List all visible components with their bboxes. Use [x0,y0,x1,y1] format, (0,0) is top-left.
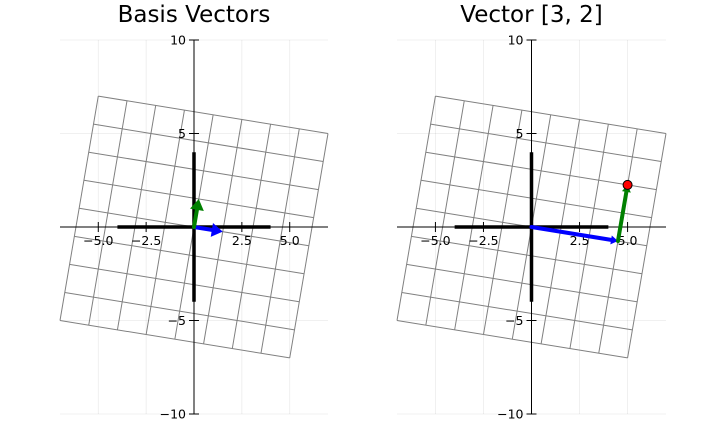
x-tick-label: 2.5 [232,233,252,248]
x-tick-label: −2.5 [131,233,161,248]
vector-shaft-2 [615,189,629,244]
y-tick-label: 10 [170,33,186,48]
transformed-gridline-vertical [289,133,329,358]
y-tick-label: 5 [178,126,186,141]
x-tick-label: 5.0 [280,233,300,248]
chart-title: Basis Vectors [118,2,271,28]
y-tick-label: −5 [505,313,523,328]
transformed-gridline-vertical [627,133,667,358]
vector-arrowhead-1 [210,222,223,237]
y-tick-label: −10 [160,407,186,422]
vector-shaft-2 [192,207,199,229]
transformed-gridline-vertical [260,128,300,354]
transformed-gridline-vertical [59,96,99,321]
chart-panel-1: Basis Vectors −5.0 −2.5 2.5 5.0 10 5 −5 −10 [59,2,329,422]
result-point [622,179,633,190]
y-tick-label: 10 [508,33,524,48]
transformed-gridline-vertical [396,96,436,321]
y-tick-label: −5 [168,313,186,328]
vector-arrowhead-2 [190,198,204,211]
chart-title: Vector [3, 2] [460,2,602,28]
transformed-gridline-horizontal [425,151,657,191]
transformed-gridline-horizontal [83,179,314,219]
x-tick-label: −2.5 [468,233,498,248]
transformed-gridline-horizontal [420,179,652,219]
transformed-gridline-horizontal [435,95,667,134]
x-tick-label: 5.0 [618,233,638,248]
transformed-gridline-vertical [231,124,272,349]
transformed-gridline-horizontal [93,123,324,163]
x-tick-label: −5.0 [420,233,450,248]
y-tick-label: 5 [516,126,524,141]
vector-shaft-1 [529,225,614,242]
vector-shaft-1 [192,225,214,232]
transformed-gridline-horizontal [430,123,662,163]
transformed-gridline-horizontal [88,151,319,191]
x-tick-label: −5.0 [83,233,113,248]
vector-arrowhead-1 [610,235,618,245]
y-tick-label: −10 [497,407,523,422]
transformed-gridline-vertical [203,119,243,344]
transformed-gridline-horizontal [98,95,329,134]
